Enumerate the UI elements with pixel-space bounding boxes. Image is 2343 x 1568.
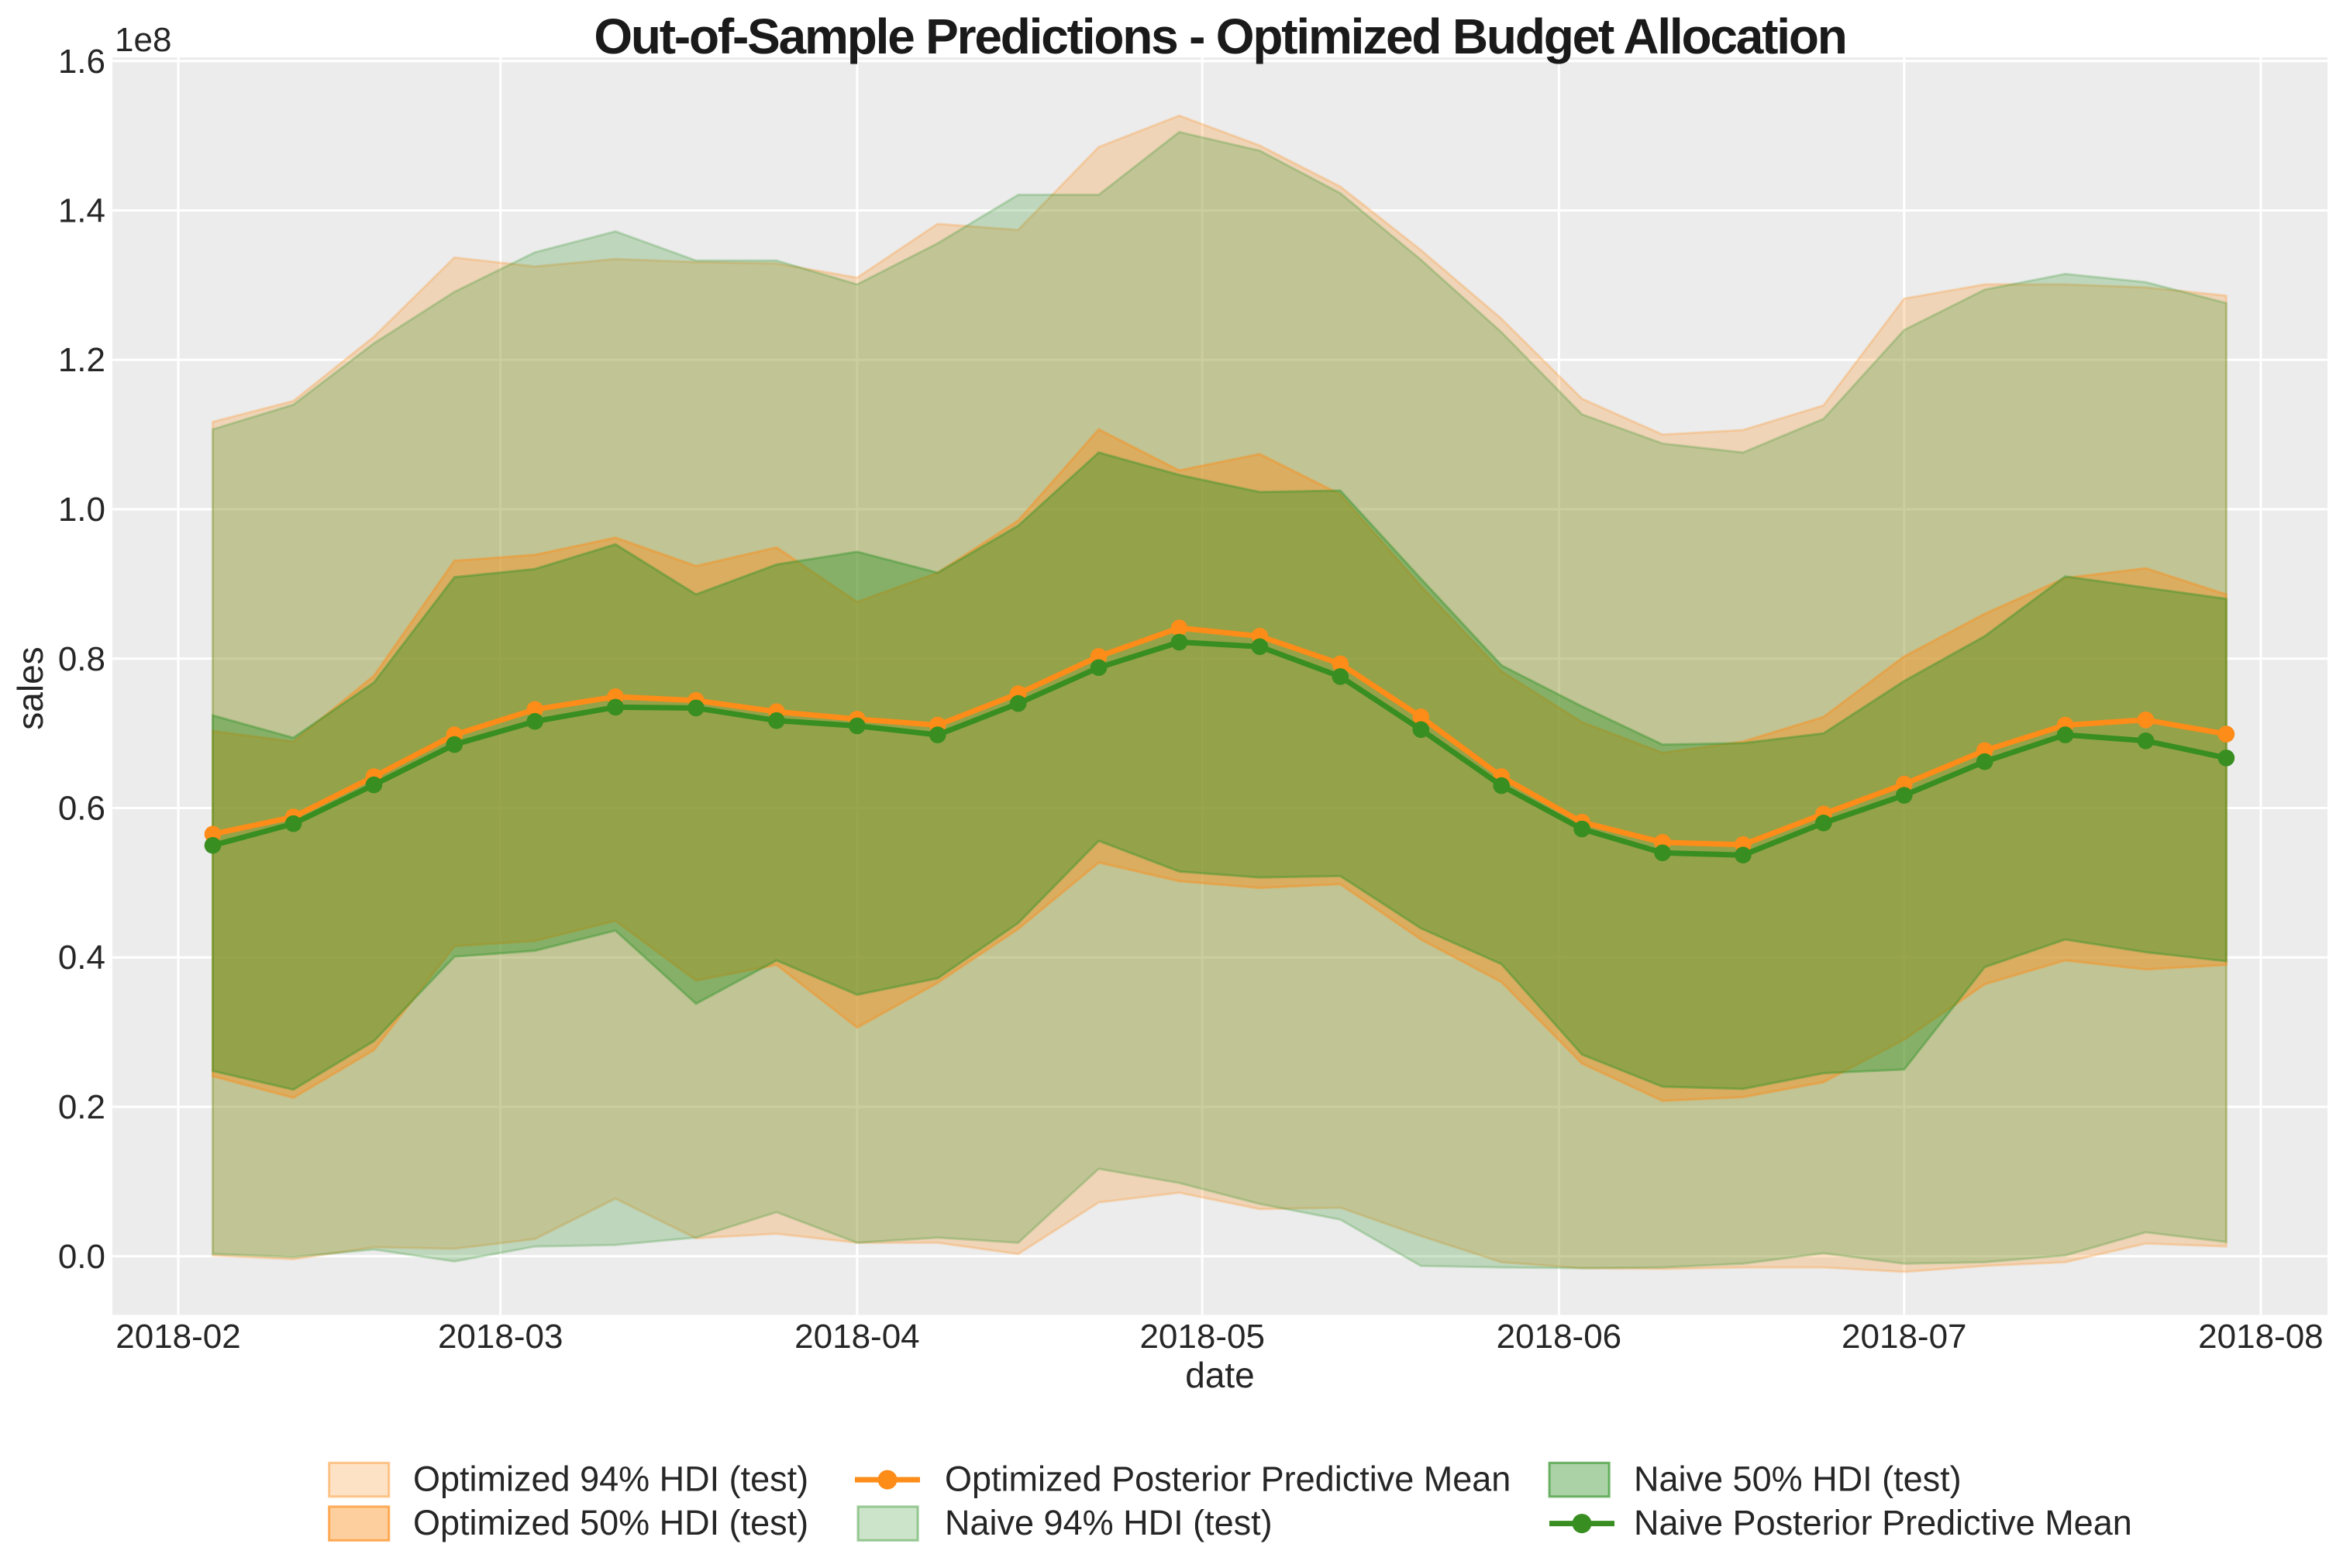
svg-text:0.4: 0.4 (58, 939, 105, 977)
svg-text:Optimized Posterior Predictive: Optimized Posterior Predictive Mean (945, 1459, 1511, 1498)
svg-text:sales: sales (10, 646, 50, 729)
svg-text:1.4: 1.4 (58, 192, 105, 230)
svg-text:date: date (1185, 1355, 1255, 1395)
svg-text:2018-06: 2018-06 (1497, 1318, 1621, 1356)
svg-text:2018-02: 2018-02 (115, 1318, 240, 1356)
svg-text:Out-of-Sample Predictions - Op: Out-of-Sample Predictions - Optimized Bu… (594, 9, 1845, 64)
svg-text:Optimized 94% HDI (test): Optimized 94% HDI (test) (413, 1459, 808, 1498)
svg-text:0.6: 0.6 (58, 790, 105, 828)
svg-text:Naive Posterior Predictive Mea: Naive Posterior Predictive Mean (1634, 1503, 2132, 1542)
svg-text:0.2: 0.2 (58, 1088, 105, 1126)
svg-text:Optimized 50% HDI (test): Optimized 50% HDI (test) (413, 1503, 808, 1542)
svg-text:1e8: 1e8 (115, 21, 171, 59)
svg-text:2018-08: 2018-08 (2198, 1318, 2323, 1356)
svg-text:Naive 50% HDI (test): Naive 50% HDI (test) (1634, 1459, 1962, 1498)
svg-text:2018-05: 2018-05 (1139, 1318, 1264, 1356)
svg-text:0.0: 0.0 (58, 1238, 105, 1276)
svg-text:1.2: 1.2 (58, 341, 105, 379)
svg-text:2018-03: 2018-03 (438, 1318, 563, 1356)
svg-text:1.0: 1.0 (58, 491, 105, 529)
svg-text:0.8: 0.8 (58, 640, 105, 678)
svg-text:Naive 94% HDI (test): Naive 94% HDI (test) (945, 1503, 1273, 1542)
svg-text:2018-04: 2018-04 (794, 1318, 919, 1356)
svg-text:1.6: 1.6 (58, 43, 105, 81)
svg-text:2018-07: 2018-07 (1842, 1318, 1966, 1356)
